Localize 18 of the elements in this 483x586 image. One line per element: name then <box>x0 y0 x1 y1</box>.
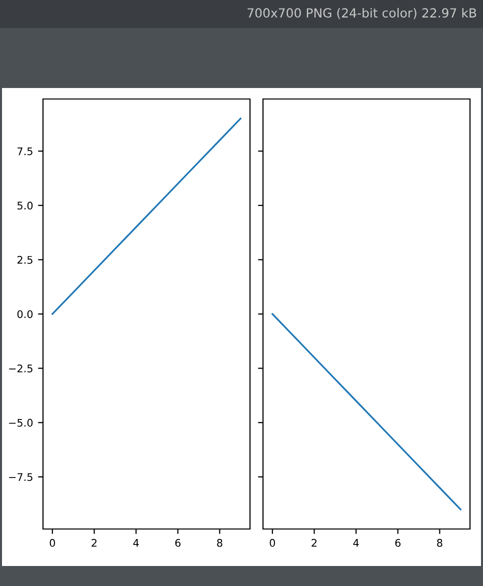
x-tick-label: 0 <box>270 538 276 547</box>
x-tick-label: 6 <box>175 538 181 547</box>
x-tick-label: 2 <box>312 538 316 547</box>
y-tick-label: −2.5 <box>9 364 32 372</box>
x-tick-label: 8 <box>437 538 442 547</box>
y-tick-label: 2.5 <box>17 256 32 264</box>
y-tick-label: 7.5 <box>18 147 32 156</box>
text: 700x700 PNG (24-bit color) 22.97 kB <box>248 8 476 20</box>
y-tick-label: 0.0 <box>17 310 33 318</box>
y-tick-label: −5.0 <box>9 418 33 427</box>
x-tick-label: 4 <box>353 539 359 547</box>
x-tick-label: 8 <box>217 538 222 547</box>
x-tick-label: 6 <box>395 538 401 547</box>
x-tick-label: 0 <box>50 538 56 547</box>
x-tick-label: 2 <box>92 538 96 547</box>
y-tick-label: −7.5 <box>9 473 32 481</box>
x-tick-label: 4 <box>133 539 139 547</box>
y-tick-label: 5.0 <box>18 202 33 210</box>
